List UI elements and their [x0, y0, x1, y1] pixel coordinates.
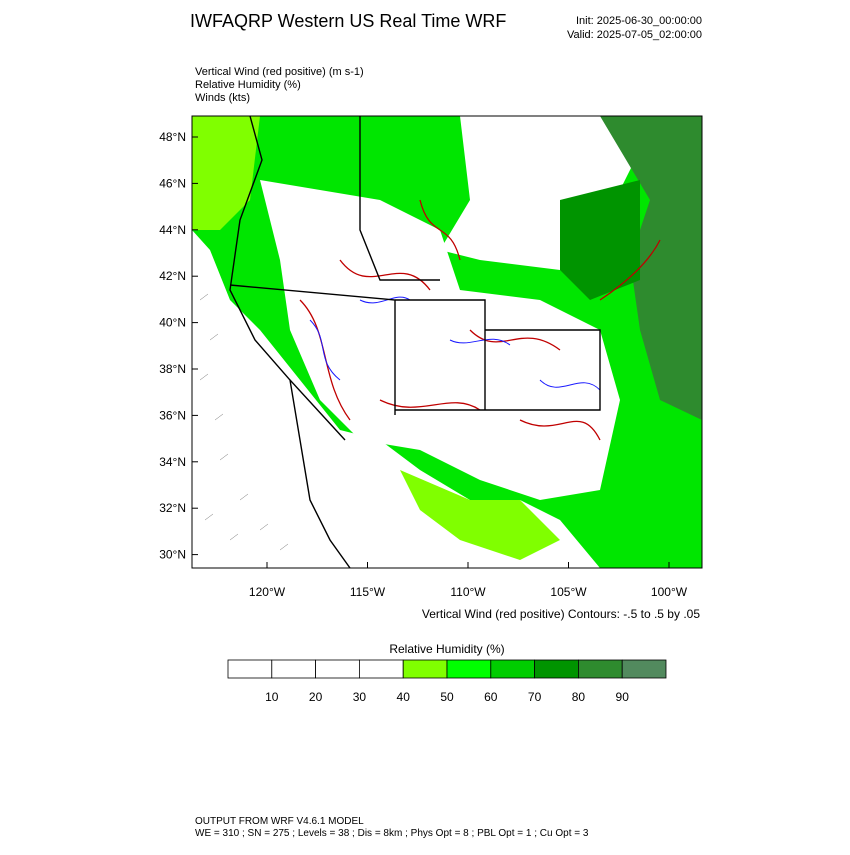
colorbar-swatch	[271, 659, 316, 679]
colorbar-tick-label: 30	[353, 690, 367, 704]
colorbar-tick-label: 20	[309, 690, 323, 704]
colorbar-tick-label: 40	[397, 690, 411, 704]
colorbar-tick-label: 50	[440, 690, 454, 704]
lon-axis: 120°W 115°W 110°W 105°W 100°W	[249, 562, 688, 599]
colorbar-title: Relative Humidity (%)	[389, 642, 504, 656]
colorbar-tick-label: 60	[484, 690, 498, 704]
map	[191, 115, 703, 569]
colorbar: 10 20 30 40 50 60 70 80 90	[227, 659, 667, 704]
lat-label: 46°N	[159, 176, 186, 190]
colorbar-swatch	[446, 659, 492, 679]
field-label: Relative Humidity (%)	[195, 79, 301, 91]
colorbar-tick-label: 70	[528, 690, 542, 704]
valid-time: Valid: 2025-07-05_02:00:00	[567, 29, 702, 41]
lat-label: 42°N	[159, 269, 186, 283]
colorbar-tick-label: 80	[572, 690, 586, 704]
footer-line: OUTPUT FROM WRF V4.6.1 MODEL	[195, 816, 364, 827]
colorbar-swatch	[621, 659, 667, 679]
lat-label: 34°N	[159, 455, 186, 469]
lat-label: 30°N	[159, 548, 186, 562]
contour-note: Vertical Wind (red positive) Contours: -…	[422, 607, 700, 621]
lon-label: 115°W	[350, 585, 386, 599]
colorbar-tick-label: 90	[616, 690, 630, 704]
field-label: Vertical Wind (red positive) (m s-1)	[195, 66, 364, 78]
colorbar-swatch	[578, 659, 623, 679]
colorbar-swatch	[534, 659, 579, 679]
lon-label: 105°W	[550, 585, 587, 599]
lon-label: 120°W	[249, 585, 286, 599]
title: IWFAQRP Western US Real Time WRF	[190, 11, 506, 31]
lat-label: 32°N	[159, 501, 186, 515]
colorbar-tick-label: 10	[265, 690, 279, 704]
lat-label: 38°N	[159, 362, 186, 376]
field-label: Winds (kts)	[195, 92, 250, 104]
colorbar-swatch	[358, 659, 404, 679]
lon-label: 100°W	[651, 585, 688, 599]
lat-label: 40°N	[159, 316, 186, 330]
colorbar-swatch	[490, 659, 535, 679]
init-time: Init: 2025-06-30_00:00:00	[576, 15, 702, 27]
colorbar-swatch	[402, 659, 448, 679]
lat-label: 48°N	[159, 130, 186, 144]
lon-label: 110°W	[450, 585, 486, 599]
lat-label: 36°N	[159, 408, 186, 422]
footer-line: WE = 310 ; SN = 275 ; Levels = 38 ; Dis …	[195, 828, 589, 839]
lat-axis: 48°N 46°N 44°N 42°N 40°N 38°N 36°N 34°N 32°N 30°N	[159, 130, 198, 562]
colorbar-swatch	[227, 659, 273, 679]
lat-label: 44°N	[159, 223, 186, 237]
colorbar-swatch	[315, 659, 360, 679]
